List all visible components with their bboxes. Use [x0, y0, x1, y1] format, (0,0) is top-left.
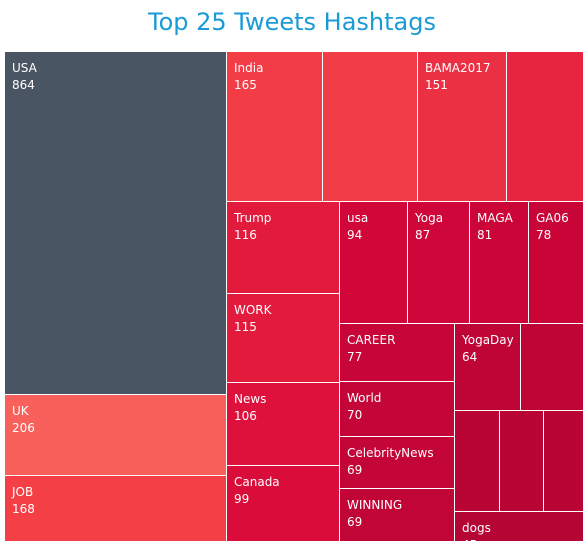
tile-unlabeled-4 — [323, 52, 418, 202]
tile-bama2017: BAMA2017 151 — [418, 52, 507, 202]
tile-usa: USA 864 — [5, 52, 227, 395]
tile-value: 94 — [347, 228, 363, 242]
tile-name: World — [347, 391, 382, 405]
tile-label: usa 94 — [347, 210, 368, 244]
tile-unlabeled-22 — [500, 411, 544, 512]
tile-unlabeled-23 — [544, 411, 584, 512]
tile-trump: Trump 116 — [227, 202, 340, 294]
tile-name: MAGA — [477, 211, 513, 225]
tile-label: CelebrityNews 69 — [347, 445, 434, 479]
tile-maga: MAGA 81 — [470, 202, 529, 324]
tile-label: India 165 — [234, 60, 263, 94]
tile-label: MAGA 81 — [477, 210, 513, 244]
tile-name: WORK — [234, 303, 272, 317]
tile-label: JOB 168 — [12, 484, 35, 518]
tile-value: 864 — [12, 78, 35, 92]
tile-value: 106 — [234, 409, 257, 423]
tile-value: 165 — [234, 78, 257, 92]
tile-winning: WINNING 69 — [340, 489, 455, 542]
tile-name: JOB — [12, 485, 34, 499]
tile-name: YogaDay — [462, 333, 514, 347]
tile-label: News 106 — [234, 391, 266, 425]
tile-name: Yoga — [415, 211, 444, 225]
tile-value: 99 — [234, 492, 250, 506]
tile-value: 45 — [462, 537, 491, 541]
tile-name: dogs — [462, 521, 491, 535]
tile-yoga: Yoga 87 — [408, 202, 470, 324]
tile-name: UK — [12, 404, 29, 418]
tile-unlabeled-20 — [521, 324, 584, 411]
tile-label: Yoga 87 — [415, 210, 443, 244]
tile-label: CAREER 77 — [347, 332, 395, 366]
tile-name: usa — [347, 211, 369, 225]
tile-value: 87 — [415, 228, 431, 242]
tile-label: BAMA2017 151 — [425, 60, 491, 94]
tile-uk: UK 206 — [5, 395, 227, 476]
tile-india: India 165 — [227, 52, 323, 202]
tile-label: YogaDay 64 — [462, 332, 514, 366]
tile-usa: usa 94 — [340, 202, 408, 324]
tile-unlabeled-6 — [507, 52, 584, 202]
tile-value: 64 — [462, 350, 478, 364]
tile-name: India — [234, 61, 264, 75]
tile-name: GA06 — [536, 211, 569, 225]
tile-name: BAMA2017 — [425, 61, 491, 75]
tile-label: Trump 116 — [234, 210, 271, 244]
tile-name: CAREER — [347, 333, 396, 347]
tile-name: Canada — [234, 475, 280, 489]
tile-name: WINNING — [347, 498, 403, 512]
tile-name: CelebrityNews — [347, 446, 434, 460]
tile-value: 206 — [12, 421, 35, 435]
tile-work: WORK 115 — [227, 294, 340, 383]
tile-value: 151 — [425, 78, 448, 92]
tile-value: 77 — [347, 350, 363, 364]
tile-name: USA — [12, 61, 37, 75]
tile-name: News — [234, 392, 267, 406]
tile-label: WINNING 69 — [347, 497, 402, 531]
tile-label: dogs 45 — [462, 520, 491, 541]
tile-value: 69 — [347, 515, 363, 529]
tile-value: 168 — [12, 502, 35, 516]
tile-value: 81 — [477, 228, 493, 242]
tile-label: UK 206 — [12, 403, 35, 437]
tile-yogaday: YogaDay 64 — [455, 324, 521, 411]
tile-label: Canada 99 — [234, 474, 280, 508]
tile-label: WORK 115 — [234, 302, 272, 336]
tile-value: 69 — [347, 463, 363, 477]
tile-label: GA06 78 — [536, 210, 569, 244]
tile-label: USA 864 — [12, 60, 37, 94]
tile-name: Trump — [234, 211, 272, 225]
tile-celebritynews: CelebrityNews 69 — [340, 437, 455, 489]
tile-value: 115 — [234, 320, 257, 334]
tile-world: World 70 — [340, 382, 455, 437]
tile-career: CAREER 77 — [340, 324, 455, 382]
chart-title: Top 25 Tweets Hashtags — [147, 8, 436, 36]
tile-value: 116 — [234, 228, 257, 242]
tile-job: JOB 168 — [5, 476, 227, 542]
tile-canada: Canada 99 — [227, 466, 340, 542]
tile-news: News 106 — [227, 383, 340, 466]
tile-unlabeled-21 — [455, 411, 500, 512]
tile-label: World 70 — [347, 390, 381, 424]
tile-value: 78 — [536, 228, 552, 242]
tile-ga06: GA06 78 — [529, 202, 584, 324]
tile-dogs: dogs 45 — [455, 512, 584, 542]
tile-value: 70 — [347, 408, 363, 422]
